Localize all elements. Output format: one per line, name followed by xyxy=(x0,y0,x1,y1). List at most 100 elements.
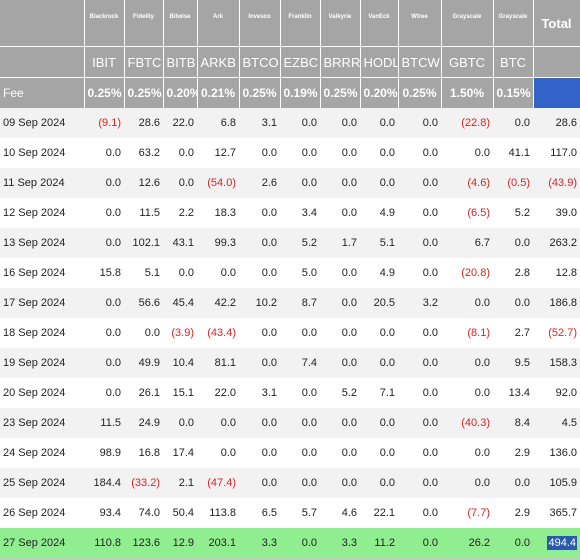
flow-cell: 0.0 xyxy=(398,468,441,498)
flow-cell: 0.0 xyxy=(280,378,320,408)
flow-cell: 0.0 xyxy=(280,528,320,560)
ticker-cell: ARKB xyxy=(197,46,240,78)
total-cell[interactable]: 494.4 xyxy=(533,528,580,560)
total-cell: 39.0 xyxy=(533,198,580,228)
flow-cell: 0.0 xyxy=(360,408,398,438)
flow-cell: (54.0) xyxy=(197,168,239,198)
flow-cell: 0.0 xyxy=(239,198,280,228)
flow-cell: 7.4 xyxy=(280,348,320,378)
flow-cell: 0.0 xyxy=(398,138,441,168)
flow-cell: 20.5 xyxy=(360,288,398,318)
table-row: 25 Sep 2024 184.4 (33.2) 2.1 (47.4) 0.0 0.0 0.0… xyxy=(0,468,580,498)
flow-cell: 0.0 xyxy=(360,468,398,498)
flow-cell: 6.8 xyxy=(197,108,239,138)
fee-cell: 0.25% xyxy=(239,77,281,108)
flow-cell: 0.0 xyxy=(84,288,124,318)
flow-cell: 0.0 xyxy=(441,138,493,168)
flow-cell: 0.0 xyxy=(493,468,533,498)
flow-cell: 8.7 xyxy=(280,288,320,318)
date-cell: 20 Sep 2024 xyxy=(0,378,84,408)
flow-cell: 0.0 xyxy=(197,258,239,288)
flow-cell: 43.1 xyxy=(163,228,197,258)
flow-cell: 0.0 xyxy=(320,168,360,198)
flow-cell: 0.0 xyxy=(280,438,320,468)
fee-cell: 0.25% xyxy=(124,77,164,108)
flow-cell: 2.9 xyxy=(493,498,533,528)
table-row: 09 Sep 2024 (9.1) 28.6 22.0 6.8 3.1 0.0 0.0 0.0 0… xyxy=(0,108,580,138)
date-cell: 09 Sep 2024 xyxy=(0,108,84,138)
flow-cell: 0.0 xyxy=(398,528,441,560)
flow-cell: 0.0 xyxy=(239,318,280,348)
flow-cell: 0.0 xyxy=(239,228,280,258)
total-cell: 365.7 xyxy=(533,498,580,528)
date-cell: 13 Sep 2024 xyxy=(0,228,84,258)
flow-cell: 22.1 xyxy=(360,498,398,528)
flow-cell: 0.0 xyxy=(320,288,360,318)
table-row: 11 Sep 2024 0.0 12.6 0.0 (54.0) 2.6 0.0 0.0 0.0 0… xyxy=(0,168,580,198)
flow-cell: 93.4 xyxy=(84,498,124,528)
table-row: 19 Sep 2024 0.0 49.9 10.4 81.1 0.0 7.4 0.0 0.0 0.… xyxy=(0,348,580,378)
fee-cell: 0.25% xyxy=(320,77,361,108)
flow-cell: (0.5) xyxy=(493,168,533,198)
fee-cell: 0.25% xyxy=(84,77,125,108)
flow-cell: 15.8 xyxy=(84,258,124,288)
flow-cell: 22.0 xyxy=(197,378,239,408)
fee-total-cell[interactable] xyxy=(533,77,580,108)
flow-cell: 4.9 xyxy=(360,198,398,228)
flow-cell: 13.4 xyxy=(493,378,533,408)
selected-total-value[interactable]: 494.4 xyxy=(547,536,577,550)
flow-cell: 5.7 xyxy=(280,498,320,528)
table-row: 13 Sep 2024 0.0 102.1 43.1 99.3 0.0 5.2 1.7 5.1 0… xyxy=(0,228,580,258)
flow-cell: 0.0 xyxy=(84,168,124,198)
total-cell: 4.5 xyxy=(533,408,580,438)
total-cell: (43.9) xyxy=(533,168,580,198)
flow-cell: (8.1) xyxy=(441,318,493,348)
flow-cell: 0.0 xyxy=(398,228,441,258)
flow-cell: 81.1 xyxy=(197,348,239,378)
flow-cell: 3.3 xyxy=(239,528,280,560)
total-cell: 263.2 xyxy=(533,228,580,258)
flow-cell: 0.0 xyxy=(239,138,280,168)
flow-cell: 0.0 xyxy=(84,138,124,168)
table-row: 18 Sep 2024 0.0 0.0 (3.9) (43.4) 0.0 0.0 0.0 0.0… xyxy=(0,318,580,348)
flow-cell: 0.0 xyxy=(84,378,124,408)
issuer-cell xyxy=(0,0,85,47)
flow-cell: 0.0 xyxy=(280,108,320,138)
issuer-cell: VanEck xyxy=(360,0,399,47)
flow-cell: 0.0 xyxy=(360,138,398,168)
issuer-cell: Grayscale xyxy=(441,0,494,47)
flow-cell: 0.0 xyxy=(320,468,360,498)
flow-cell: 0.0 xyxy=(280,408,320,438)
flow-cell: 18.3 xyxy=(197,198,239,228)
flow-cell: 10.2 xyxy=(239,288,280,318)
flow-cell: 0.0 xyxy=(163,408,197,438)
table-row: 27 Sep 2024 110.8 123.6 12.9 203.1 3.3 0.0 3.3 1… xyxy=(0,528,580,560)
flow-cell: 0.0 xyxy=(280,138,320,168)
flow-cell: 0.0 xyxy=(360,168,398,198)
ticker-total-cell xyxy=(533,46,580,78)
flow-cell: (33.2) xyxy=(124,468,163,498)
flow-cell: 2.1 xyxy=(163,468,197,498)
flow-cell: 0.0 xyxy=(239,258,280,288)
flow-cell: 0.0 xyxy=(84,348,124,378)
flow-cell: 10.4 xyxy=(163,348,197,378)
fee-cell: 0.20% xyxy=(360,77,399,108)
flow-cell: 98.9 xyxy=(84,438,124,468)
flow-cell: 1.7 xyxy=(320,228,360,258)
flow-cell: 12.6 xyxy=(124,168,163,198)
flow-cell: 0.0 xyxy=(84,318,124,348)
flow-cell: 0.0 xyxy=(398,198,441,228)
flow-cell: 0.0 xyxy=(398,498,441,528)
date-cell: 17 Sep 2024 xyxy=(0,288,84,318)
total-cell: 92.0 xyxy=(533,378,580,408)
ticker-cell: BRRR xyxy=(320,46,361,78)
flow-cell: 5.1 xyxy=(124,258,163,288)
flow-cell: 12.7 xyxy=(197,138,239,168)
flow-cell: 0.0 xyxy=(398,348,441,378)
flow-cell: 0.0 xyxy=(398,378,441,408)
flow-cell: 0.0 xyxy=(320,438,360,468)
ticker-header-row: IBIT FBTC BITB ARKB BTCO EZBC BRRR HODL … xyxy=(0,46,580,78)
issuer-cell: Ark xyxy=(197,0,240,47)
fee-cell: 1.50% xyxy=(441,77,494,108)
flow-cell: 5.2 xyxy=(493,198,533,228)
